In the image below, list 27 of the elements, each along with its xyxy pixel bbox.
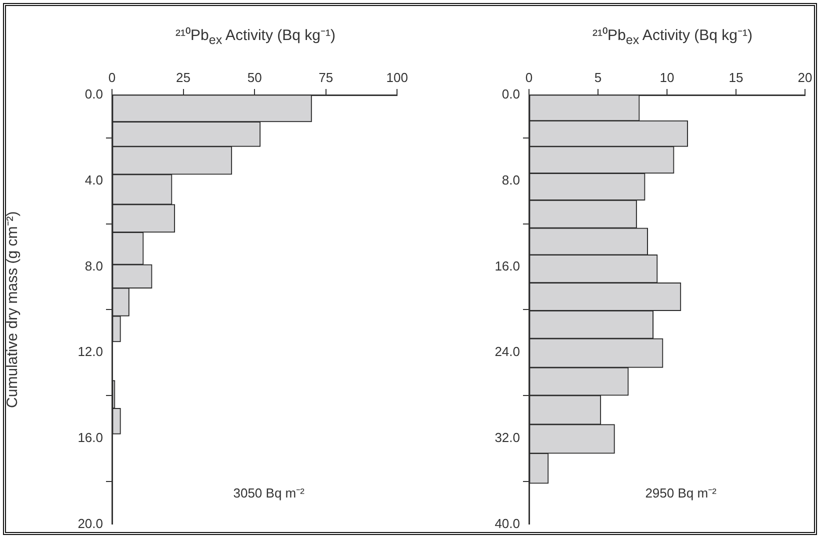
y-tick-label: 16.0 [78, 430, 103, 445]
annotation: 2950 Bq m⁻² [645, 486, 718, 501]
y-axis-title: Cumulative dry mass (g cm⁻²) [4, 211, 22, 408]
x-tick-label: 5 [594, 70, 602, 85]
y-tick-label: 16.0 [494, 258, 520, 274]
x-tick-label: 25 [176, 70, 191, 85]
x-tick-label: 50 [247, 70, 262, 85]
x-tick-label: 0 [525, 70, 533, 85]
y-tick-label: 20.0 [78, 516, 103, 531]
y-tick-label: 24.0 [494, 344, 520, 360]
y-tick-label: 40.0 [494, 516, 520, 531]
y-tick-label: 0.0 [502, 86, 520, 102]
y-tick-label: 12.0 [78, 344, 103, 360]
x-axis-title: ²¹⁰Pb$_{ex}$ Activity (Bq kg⁻¹) [592, 26, 754, 47]
y-tick-label: 8.0 [84, 258, 103, 274]
annotation: 3050 Bq m⁻² [233, 486, 306, 501]
x-tick-label: 75 [318, 70, 334, 85]
y-tick-label: 4.0 [84, 172, 103, 188]
y-tick-label: 8.0 [502, 172, 520, 188]
x-tick-label: 15 [728, 70, 744, 85]
y-tick-label: 0.0 [84, 86, 103, 102]
y-tick-label: 32.0 [494, 430, 520, 445]
x-tick-label: 10 [660, 70, 674, 85]
x-tick-label: 0 [108, 70, 116, 85]
x-tick-label: 100 [386, 70, 408, 85]
x-tick-label: 20 [798, 70, 812, 85]
x-axis-title: ²¹⁰Pb$_{ex}$ Activity (Bq kg⁻¹) [174, 26, 336, 47]
